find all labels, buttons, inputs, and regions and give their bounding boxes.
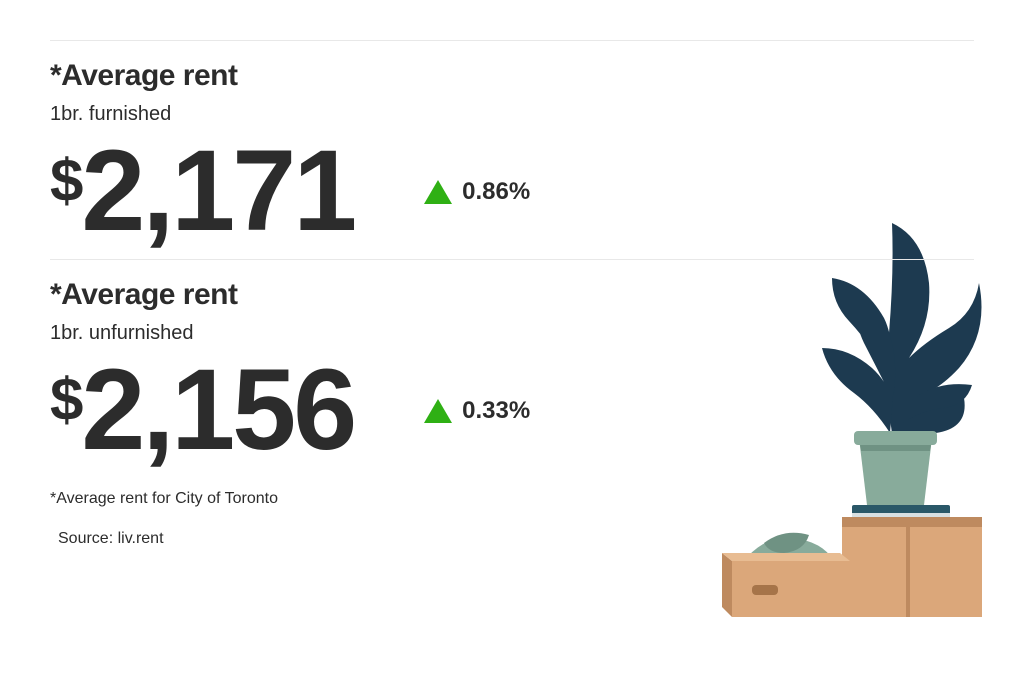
delta-furnished: 0.86% [424, 178, 530, 206]
mid-divider [50, 259, 974, 260]
subheading-unfurnished: 1br. unfurnished [50, 322, 974, 345]
price-furnished: $ 2,171 [50, 134, 354, 249]
delta-value: 0.33% [462, 397, 530, 425]
top-divider [50, 40, 974, 41]
currency-symbol: $ [50, 146, 81, 215]
footnote: *Average rent for City of Toronto [50, 490, 974, 508]
delta-value: 0.86% [462, 178, 530, 206]
price-row-unfurnished: $ 2,156 0.33% [50, 353, 974, 468]
rent-block-unfurnished: *Average rent 1br. unfurnished $ 2,156 0… [50, 278, 974, 468]
price-unfurnished: $ 2,156 [50, 353, 354, 468]
currency-symbol: $ [50, 365, 81, 434]
price-amount: 2,156 [81, 353, 354, 468]
heading-unfurnished: *Average rent [50, 278, 974, 312]
rent-block-furnished: *Average rent 1br. furnished $ 2,171 0.8… [50, 59, 974, 249]
up-arrow-icon [424, 399, 452, 423]
source-label: Source: liv.rent [58, 530, 974, 548]
delta-unfurnished: 0.33% [424, 397, 530, 425]
subheading-furnished: 1br. furnished [50, 103, 974, 126]
price-row-furnished: $ 2,171 0.86% [50, 134, 974, 249]
infographic-content: *Average rent 1br. furnished $ 2,171 0.8… [0, 0, 1024, 568]
heading-furnished: *Average rent [50, 59, 974, 93]
price-amount: 2,171 [81, 134, 354, 249]
up-arrow-icon [424, 180, 452, 204]
